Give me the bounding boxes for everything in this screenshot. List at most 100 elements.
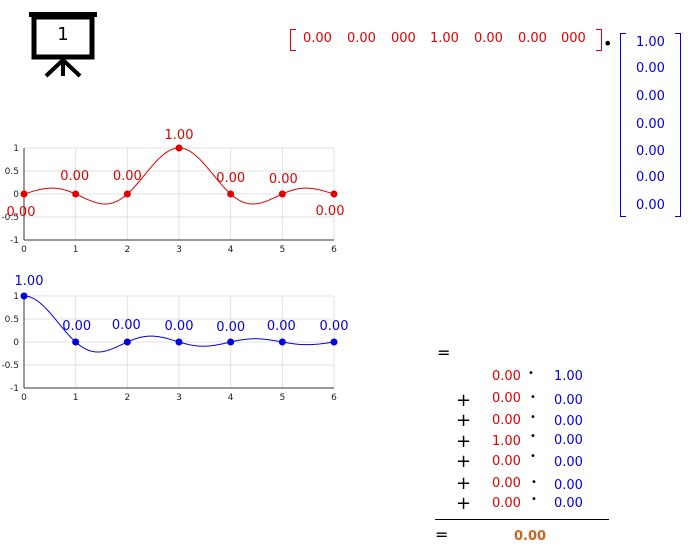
x-tick-label: 4 [228, 393, 234, 403]
row-vector-entry: 000 [391, 31, 416, 46]
row-vector-entry: 000 [561, 31, 586, 46]
plus-sign: + [456, 410, 472, 431]
plus-sign: + [456, 473, 472, 494]
x-tick-label: 2 [124, 245, 130, 255]
term-value: 0.00 [554, 496, 583, 511]
term-weight: 0.00 [492, 454, 521, 469]
column-vector-entry: 0.00 [636, 61, 665, 76]
x-tick-label: 2 [124, 393, 130, 403]
term-weight: 0.00 [492, 413, 521, 428]
y-tick-label: 0 [13, 190, 19, 200]
multiply-dot: • [530, 431, 536, 442]
data-label: 0.00 [165, 319, 194, 334]
data-label: 0.00 [216, 171, 245, 186]
data-point [278, 338, 286, 346]
data-label: 0.00 [316, 204, 345, 219]
sum-rule [435, 519, 609, 520]
data-point [20, 292, 28, 300]
sum-terms: 0.00 • 1.00 + 0.00 • 0.00 + 0.00 • 0.00 … [450, 366, 600, 516]
row-vector-entry: 1.00 [430, 31, 459, 46]
multiply-dot: • [531, 494, 537, 505]
column-vector-entry: 1.00 [636, 35, 665, 50]
row-vector-entry: 0.00 [518, 31, 547, 46]
data-label: 0.00 [7, 205, 36, 220]
x-tick-label: 1 [73, 245, 79, 255]
multiply-dot: • [530, 412, 536, 423]
sum-term-row: + 0.00 • 0.00 [450, 451, 600, 472]
x-tick-label: 6 [331, 245, 337, 255]
data-point [20, 190, 28, 198]
red-basis-chart: 0 1 2 3 4 5 6 1 0.5 0 -0.5 -1 0.00 0.00 0.00 1.00 0.00 0.… [1, 128, 345, 255]
y-tick-label: 1 [13, 292, 19, 302]
data-label: 0.00 [60, 169, 89, 184]
x-tick-label: 0 [21, 393, 27, 403]
term-weight: 0.00 [492, 476, 521, 491]
term-weight: 0.00 [492, 391, 521, 406]
data-label: 0.00 [112, 318, 141, 333]
data-label: 0.00 [320, 319, 349, 334]
y-tick-label: 1 [13, 144, 19, 154]
x-tick-label: 5 [279, 393, 285, 403]
column-vector-entry: 0.00 [636, 89, 665, 104]
data-point [123, 190, 131, 198]
row-vector-entry: 0.00 [303, 31, 332, 46]
term-value: 0.00 [554, 478, 583, 493]
equals-sign-top: = [437, 343, 451, 362]
data-label: 0.00 [62, 319, 91, 334]
x-tick-label: 6 [331, 393, 337, 403]
data-point [175, 144, 183, 152]
column-vector: 1.00 0.00 0.00 0.00 0.00 0.00 0.00 [618, 33, 684, 217]
column-vector-entry: 0.00 [636, 198, 665, 213]
data-point [175, 338, 183, 346]
row-vector-entry: 0.00 [474, 31, 503, 46]
data-label: 0.00 [113, 169, 142, 184]
data-label: 1.00 [15, 274, 44, 289]
row-vector-left-bracket [290, 29, 296, 51]
data-point [72, 338, 80, 346]
plus-sign: + [456, 451, 472, 472]
data-point [330, 338, 338, 346]
data-point [278, 190, 286, 198]
data-point [123, 338, 131, 346]
y-tick-label: -0.5 [1, 213, 19, 223]
dot-product-operator: • [603, 34, 613, 53]
x-tick-label: 1 [73, 393, 79, 403]
x-tick-label: 5 [279, 245, 285, 255]
x-tick-label: 4 [228, 245, 234, 255]
y-tick-label: 0.5 [5, 315, 19, 325]
sum-term-row: 0.00 • 1.00 [450, 366, 600, 386]
presentation-board-icon: 1 [28, 10, 98, 78]
term-weight: 1.00 [492, 434, 521, 449]
y-tick-label: 0 [13, 338, 19, 348]
x-tick-label: 3 [176, 245, 182, 255]
sum-result: 0.00 [514, 529, 547, 544]
data-point [227, 190, 235, 198]
data-point [227, 338, 235, 346]
term-value: 1.00 [554, 369, 583, 384]
row-vector-right-bracket [596, 29, 602, 51]
column-vector-right-bracket [675, 33, 681, 217]
data-label: 1.00 [165, 128, 194, 143]
row-vector: 0.00 0.00 000 1.00 0.00 0.00 000 [288, 29, 606, 53]
multiply-dot: • [528, 368, 534, 379]
y-tick-label: -1 [10, 236, 19, 246]
sum-term-row: + 1.00 • 0.00 [450, 431, 600, 452]
term-weight: 0.00 [492, 369, 521, 384]
data-point [330, 190, 338, 198]
x-tick-label: 0 [21, 245, 27, 255]
blue-basis-chart: 0 1 2 3 4 5 6 1 0.5 0 -0.5 -1 1.00 0.00 0.00 0.00 0.00 0.… [1, 274, 349, 403]
y-tick-label: 0.5 [5, 167, 19, 177]
multiply-dot: • [531, 477, 537, 488]
column-vector-left-bracket [620, 33, 626, 217]
plus-sign: + [456, 493, 472, 514]
column-vector-entry: 0.00 [636, 144, 665, 159]
y-tick-label: -0.5 [1, 361, 19, 371]
sum-term-row: + 0.00 • 0.00 [450, 473, 600, 494]
plus-sign: + [456, 431, 472, 452]
term-value: 0.00 [554, 414, 583, 429]
y-tick-label: -1 [10, 384, 19, 394]
term-value: 0.00 [554, 455, 583, 470]
column-vector-entry: 0.00 [636, 170, 665, 185]
multiply-dot: • [530, 451, 536, 462]
slide-number: 1 [57, 24, 69, 45]
